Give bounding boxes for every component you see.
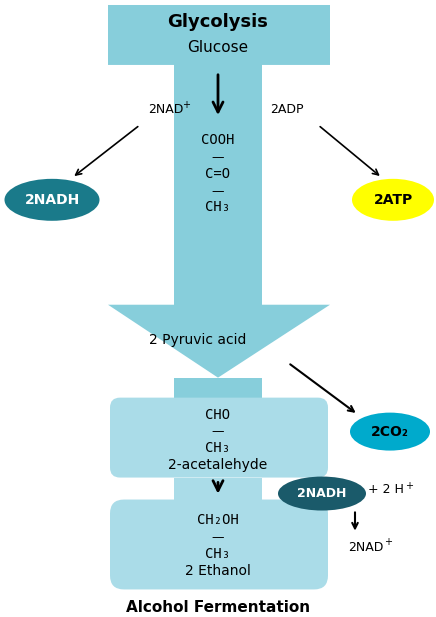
Text: +: +	[182, 100, 190, 110]
Text: Glycolysis: Glycolysis	[167, 13, 269, 31]
Text: +: +	[384, 537, 392, 547]
Text: 2ATP: 2ATP	[373, 193, 412, 207]
Text: CH₃: CH₃	[205, 547, 231, 561]
Polygon shape	[174, 378, 262, 397]
Polygon shape	[108, 5, 330, 378]
FancyBboxPatch shape	[110, 500, 328, 589]
Text: —: —	[212, 531, 224, 544]
Text: 2 Ethanol: 2 Ethanol	[185, 565, 251, 579]
Text: 2NAD: 2NAD	[348, 541, 383, 554]
Text: +: +	[405, 481, 413, 491]
Text: 2ADP: 2ADP	[270, 104, 303, 117]
Text: —: —	[212, 425, 224, 438]
Text: + 2 H: + 2 H	[368, 483, 404, 496]
Text: 2-acetalehyde: 2-acetalehyde	[168, 458, 268, 471]
Text: 2NADH: 2NADH	[24, 193, 80, 207]
Text: COOH: COOH	[201, 133, 235, 147]
Ellipse shape	[4, 179, 99, 221]
Text: CH₃: CH₃	[205, 441, 231, 455]
Text: 2NADH: 2NADH	[297, 487, 347, 500]
Text: CHO: CHO	[205, 408, 231, 421]
Text: CH₂OH: CH₂OH	[197, 513, 239, 526]
Text: Alcohol Fermentation: Alcohol Fermentation	[126, 600, 310, 615]
Text: —: —	[212, 151, 224, 164]
FancyBboxPatch shape	[110, 397, 328, 478]
Ellipse shape	[352, 179, 434, 221]
Text: 2CO₂: 2CO₂	[371, 424, 409, 439]
Text: C=O: C=O	[205, 167, 231, 181]
Text: —: —	[212, 185, 224, 198]
Ellipse shape	[350, 413, 430, 450]
Ellipse shape	[278, 476, 366, 510]
Polygon shape	[174, 478, 262, 500]
Text: 2NAD: 2NAD	[148, 104, 184, 117]
Text: CH₃: CH₃	[205, 200, 231, 214]
Text: Glucose: Glucose	[187, 41, 249, 56]
Text: 2 Pyruvic acid: 2 Pyruvic acid	[149, 333, 247, 347]
